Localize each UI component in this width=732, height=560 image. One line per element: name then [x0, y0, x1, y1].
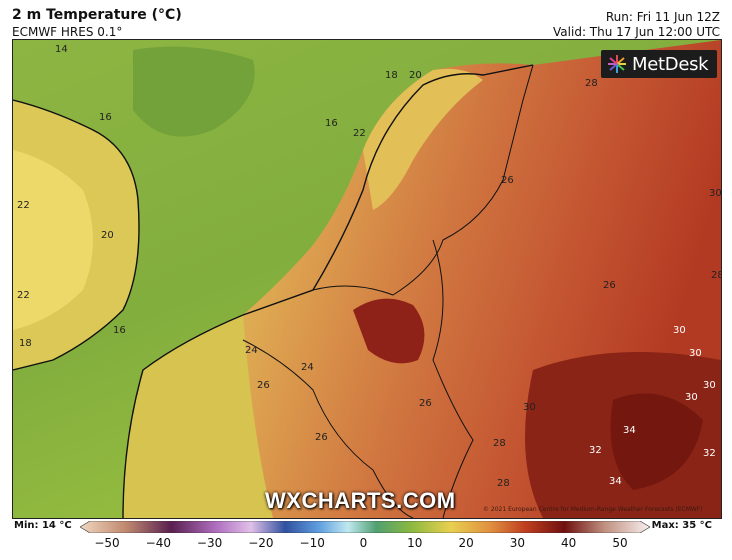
- contour-label: 28: [493, 438, 506, 449]
- contour-label: 30: [709, 188, 722, 199]
- chart-title: 2 m Temperature (°C): [12, 7, 182, 23]
- contour-label: 28: [585, 78, 598, 89]
- contour-label: 16: [325, 118, 338, 129]
- temperature-map[interactable]: MetDesk 14 16 16 16 18 18 20 20 22 22 22 24 24 26 26 26…: [12, 39, 722, 519]
- contour-label: 30: [673, 325, 686, 336]
- scale-tick-label: 0: [359, 536, 368, 550]
- contour-label: 26: [501, 175, 514, 186]
- contour-label: 20: [409, 70, 422, 81]
- contour-label: 30: [703, 380, 716, 391]
- contour-label: 20: [101, 230, 114, 241]
- scale-tick-label: −40: [145, 536, 171, 550]
- contour-label: 28: [497, 478, 510, 489]
- contour-label: 16: [113, 325, 126, 336]
- contour-label: 18: [19, 338, 32, 349]
- scale-tick-label: 20: [458, 536, 474, 550]
- metdesk-logo: MetDesk: [601, 50, 717, 78]
- scale-tick-label: −20: [248, 536, 274, 550]
- contour-label: 24: [301, 362, 314, 373]
- contour-label: 32: [589, 445, 602, 456]
- scale-tick-label: 50: [612, 536, 628, 550]
- national-border-fr-be: [242, 339, 414, 518]
- netherlands-coast: [363, 68, 483, 210]
- scale-tick-label: −10: [299, 536, 325, 550]
- continental-coastline: [122, 64, 534, 518]
- ecmwf-credit: © 2021 European Centre for Medium-Range …: [483, 506, 703, 513]
- map-canvas: [13, 40, 721, 518]
- contour-label: 26: [603, 280, 616, 291]
- scale-tick-label: 40: [561, 536, 577, 550]
- contour-label: 14: [55, 44, 68, 55]
- run-time: Run: Fri 11 Jun 12Z: [605, 10, 720, 24]
- contour-label: 16: [99, 112, 112, 123]
- starburst-icon: [608, 55, 626, 73]
- contour-label: 22: [17, 290, 30, 301]
- contour-label: 30: [685, 392, 698, 403]
- contour-label: 22: [353, 128, 366, 139]
- contour-label: 26: [315, 432, 328, 443]
- wxcharts-watermark: WXCHARTS.COM: [265, 488, 456, 513]
- cool-sea-patch: [133, 46, 255, 137]
- contour-label: 24: [245, 345, 258, 356]
- min-temp-label: Min: 14 °C: [14, 520, 72, 531]
- scale-tick-label: 30: [509, 536, 526, 550]
- max-temp-label: Max: 35 °C: [651, 520, 712, 531]
- england-coastline: [13, 99, 140, 371]
- scale-tick-label: −50: [94, 536, 120, 550]
- contour-label: 34: [609, 476, 622, 487]
- hottest-region: [610, 393, 703, 490]
- scale-tick-label: −30: [196, 536, 223, 550]
- hot-spot-ardennes: [353, 298, 425, 364]
- contour-label: 18: [385, 70, 398, 81]
- color-scale-bar: [80, 521, 650, 533]
- contour-label: 22: [17, 200, 30, 211]
- model-name: ECMWF HRES 0.1°: [12, 25, 123, 39]
- national-border-nl-be-de: [312, 64, 534, 296]
- scale-tick-label: 10: [407, 536, 423, 550]
- contour-label: 28: [711, 270, 721, 281]
- contour-label: 30: [689, 348, 702, 359]
- contour-label: 32: [703, 448, 716, 459]
- valid-time: Valid: Thu 17 Jun 12:00 UTC: [553, 25, 720, 39]
- contour-label: 26: [419, 398, 432, 409]
- contour-label: 30: [523, 402, 536, 413]
- contour-label: 34: [623, 425, 636, 436]
- logo-text: MetDesk: [632, 53, 709, 75]
- england-warm-core: [13, 150, 93, 330]
- national-border-de-lu-fr: [432, 239, 474, 518]
- contour-label: 26: [257, 380, 270, 391]
